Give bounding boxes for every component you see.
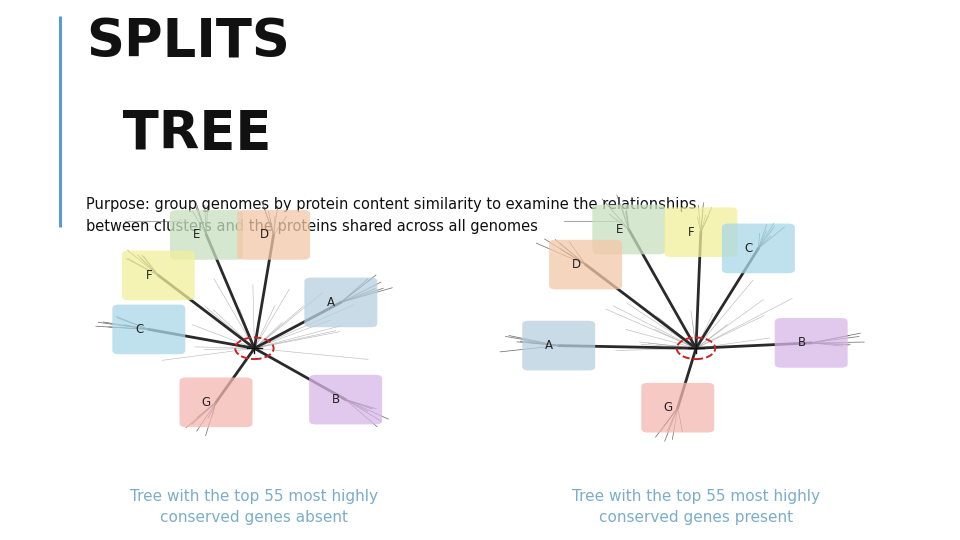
Text: B: B — [332, 393, 340, 406]
FancyBboxPatch shape — [170, 210, 243, 260]
FancyBboxPatch shape — [664, 207, 737, 257]
Text: C: C — [745, 242, 753, 255]
Text: D: D — [571, 258, 581, 271]
FancyBboxPatch shape — [237, 210, 310, 260]
FancyBboxPatch shape — [549, 240, 622, 289]
Text: F: F — [146, 269, 152, 282]
FancyBboxPatch shape — [304, 278, 377, 327]
FancyBboxPatch shape — [309, 375, 382, 424]
FancyBboxPatch shape — [592, 205, 665, 254]
FancyBboxPatch shape — [722, 224, 795, 273]
Text: D: D — [259, 228, 269, 241]
FancyBboxPatch shape — [112, 305, 185, 354]
Text: 0.1: 0.1 — [179, 219, 188, 224]
Text: Tree with the top 55 most highly
conserved genes absent: Tree with the top 55 most highly conserv… — [131, 489, 378, 525]
Text: Tree with the top 55 most highly
conserved genes present: Tree with the top 55 most highly conserv… — [572, 489, 820, 525]
Text: A: A — [545, 339, 553, 352]
Text: B: B — [798, 336, 805, 349]
Text: G: G — [663, 401, 673, 414]
FancyBboxPatch shape — [122, 251, 195, 300]
Text: 0.1: 0.1 — [618, 219, 628, 224]
FancyBboxPatch shape — [522, 321, 595, 370]
Text: Purpose: group genomes by protein content similarity to examine the relationship: Purpose: group genomes by protein conten… — [86, 197, 697, 234]
Text: C: C — [135, 323, 143, 336]
Text: SPLITS: SPLITS — [86, 16, 290, 68]
FancyBboxPatch shape — [775, 318, 848, 368]
Text: E: E — [193, 228, 201, 241]
Text: E: E — [615, 223, 623, 236]
Text: TREE: TREE — [86, 108, 272, 160]
Text: F: F — [688, 226, 694, 239]
Text: G: G — [202, 396, 211, 409]
Text: A: A — [327, 296, 335, 309]
FancyBboxPatch shape — [180, 377, 252, 427]
FancyBboxPatch shape — [641, 383, 714, 433]
